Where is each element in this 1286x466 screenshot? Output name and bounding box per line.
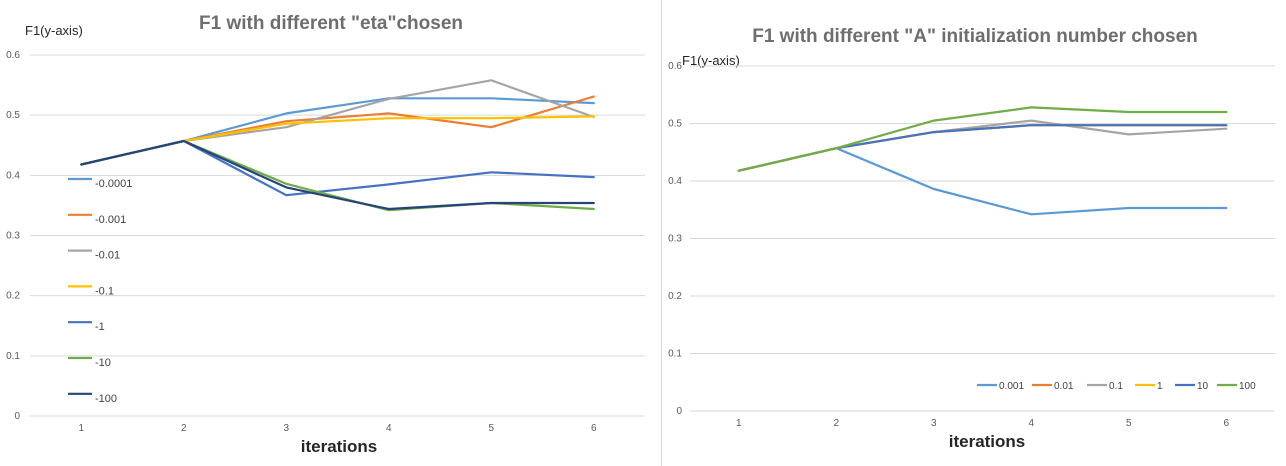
a-init-series-line-100 [737,106,1228,172]
eta-series-line-_0_01 [80,79,595,166]
eta-legend-label: -0.1 [95,285,114,297]
eta-chart-y-ticks: 0 0.1 0.2 0.3 0.4 0.5 0.6 [6,50,20,422]
eta-chart-y-axis-label: F1(y-axis) [25,23,83,38]
a-init-y-tick-label: 0.5 [668,119,682,130]
a-init-chart-gridlines [690,65,1275,412]
a-init-y-tick-label: 0.2 [668,291,682,302]
a-init-legend-label: 0.01 [1054,381,1074,392]
eta-chart-x-ticks: 1 2 3 4 5 6 [78,423,597,434]
a-init-legend-label: 0.1 [1109,381,1123,392]
eta-legend-label: -0.01 [95,250,120,262]
eta-chart-title: F1 with different "eta"chosen [199,13,463,34]
a-init-x-tick-label: 2 [833,418,839,429]
eta-chart-legend: -0.0001 -0.001 -0.01 -0.1 -1 -10 -100 [68,177,132,405]
a-init-chart-series-lines [737,106,1228,216]
eta-series-line-_0_1 [80,115,595,166]
eta-y-tick-label: 0.2 [6,291,20,302]
chart-divider [661,0,662,466]
eta-legend-label: -10 [95,357,111,369]
eta-x-tick-label: 4 [386,423,392,434]
eta-x-tick-label: 5 [488,423,494,434]
a-init-chart: F1 with different "A" initialization num… [668,26,1275,451]
a-init-y-tick-label: 0.1 [668,349,682,360]
a-init-legend-label: 100 [1239,381,1256,392]
eta-y-tick-label: 0.6 [6,50,20,61]
eta-series-line-_1 [80,139,595,197]
eta-legend-label: -0.001 [95,214,126,226]
a-init-chart-title: F1 with different "A" initialization num… [752,26,1198,47]
eta-series-line-_100 [80,139,595,211]
eta-x-tick-label: 3 [283,423,289,434]
a-init-y-tick-label: 0 [676,406,682,417]
eta-chart-series-lines [80,79,595,212]
eta-series-line-_0_0001 [80,97,595,166]
eta-y-tick-label: 0.4 [6,170,20,181]
eta-legend-label: -1 [95,321,105,333]
a-init-legend-label: 0.001 [999,381,1024,392]
eta-y-tick-label: 0.5 [6,110,20,121]
a-init-x-tick-label: 4 [1028,418,1034,429]
eta-legend-label: -100 [95,393,117,405]
a-init-y-tick-label: 0.4 [668,176,682,187]
eta-y-tick-label: 0 [14,411,20,422]
eta-chart-x-axis-label: iterations [301,437,378,456]
a-init-x-tick-label: 6 [1223,418,1229,429]
a-init-chart-y-axis-label: F1(y-axis) [682,53,740,68]
eta-legend-label: -0.0001 [95,178,132,190]
a-init-chart-legend: 0.001 0.01 0.1 1 10 100 [977,381,1256,392]
eta-y-tick-label: 0.3 [6,231,20,242]
eta-x-tick-label: 2 [181,423,187,434]
eta-y-tick-label: 0.1 [6,351,20,362]
a-init-x-tick-label: 3 [931,418,937,429]
a-init-x-tick-label: 5 [1126,418,1132,429]
a-init-legend-label: 10 [1197,381,1209,392]
eta-x-tick-label: 1 [78,423,84,434]
a-init-legend-label: 1 [1157,381,1163,392]
a-init-y-tick-label: 0.3 [668,234,682,245]
a-init-chart-y-ticks: 0 0.1 0.2 0.3 0.4 0.5 0.6 [668,61,682,417]
a-init-chart-x-ticks: 1 2 3 4 5 6 [736,418,1230,429]
eta-x-tick-label: 6 [591,423,597,434]
a-init-y-tick-label: 0.6 [668,61,682,72]
a-init-x-tick-label: 1 [736,418,742,429]
a-init-chart-x-axis-label: iterations [949,432,1026,451]
eta-chart: F1 with different "eta"chosen F1(y-axis)… [6,13,645,456]
